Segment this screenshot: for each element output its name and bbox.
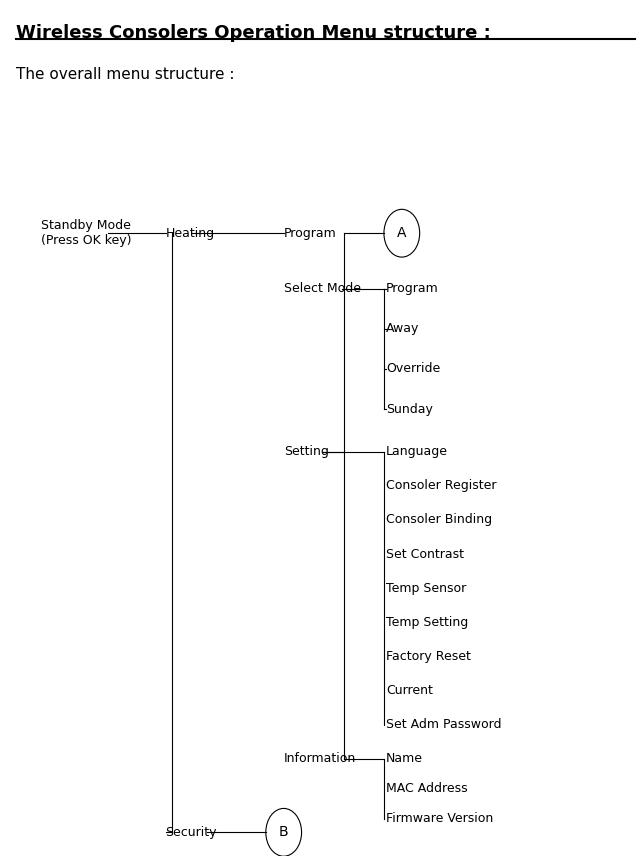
Text: Sunday: Sunday xyxy=(386,403,433,416)
Text: Consoler Binding: Consoler Binding xyxy=(386,514,492,527)
Text: Firmware Version: Firmware Version xyxy=(386,812,493,825)
Text: MAC Address: MAC Address xyxy=(386,783,468,795)
Text: Factory Reset: Factory Reset xyxy=(386,650,471,663)
Text: Set Contrast: Set Contrast xyxy=(386,547,464,561)
Text: A: A xyxy=(397,226,406,241)
Text: Current: Current xyxy=(386,684,433,698)
Text: Away: Away xyxy=(386,322,419,335)
Text: Temp Sensor: Temp Sensor xyxy=(386,582,466,594)
Text: Wireless Consolers Operation Menu structure :: Wireless Consolers Operation Menu struct… xyxy=(15,24,490,42)
Text: Standby Mode
(Press OK key): Standby Mode (Press OK key) xyxy=(41,219,131,247)
Text: Security: Security xyxy=(166,825,217,839)
Text: Override: Override xyxy=(386,362,440,375)
Text: Information: Information xyxy=(284,752,356,765)
Text: Program: Program xyxy=(386,283,439,295)
Text: Set Adm Password: Set Adm Password xyxy=(386,718,501,731)
Text: Setting: Setting xyxy=(284,445,328,458)
Text: B: B xyxy=(279,825,289,839)
Text: Program: Program xyxy=(284,227,336,240)
Text: Language: Language xyxy=(386,445,448,458)
Text: Heating: Heating xyxy=(166,227,214,240)
Text: Temp Setting: Temp Setting xyxy=(386,616,468,629)
Text: The overall menu structure :: The overall menu structure : xyxy=(15,67,234,82)
Text: Select Mode: Select Mode xyxy=(284,283,361,295)
Text: Consoler Register: Consoler Register xyxy=(386,479,497,492)
Text: Name: Name xyxy=(386,752,423,765)
